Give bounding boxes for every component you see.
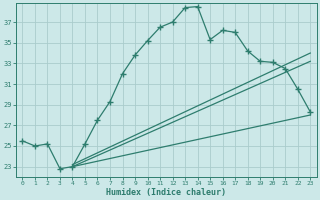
X-axis label: Humidex (Indice chaleur): Humidex (Indice chaleur) [106, 188, 226, 197]
